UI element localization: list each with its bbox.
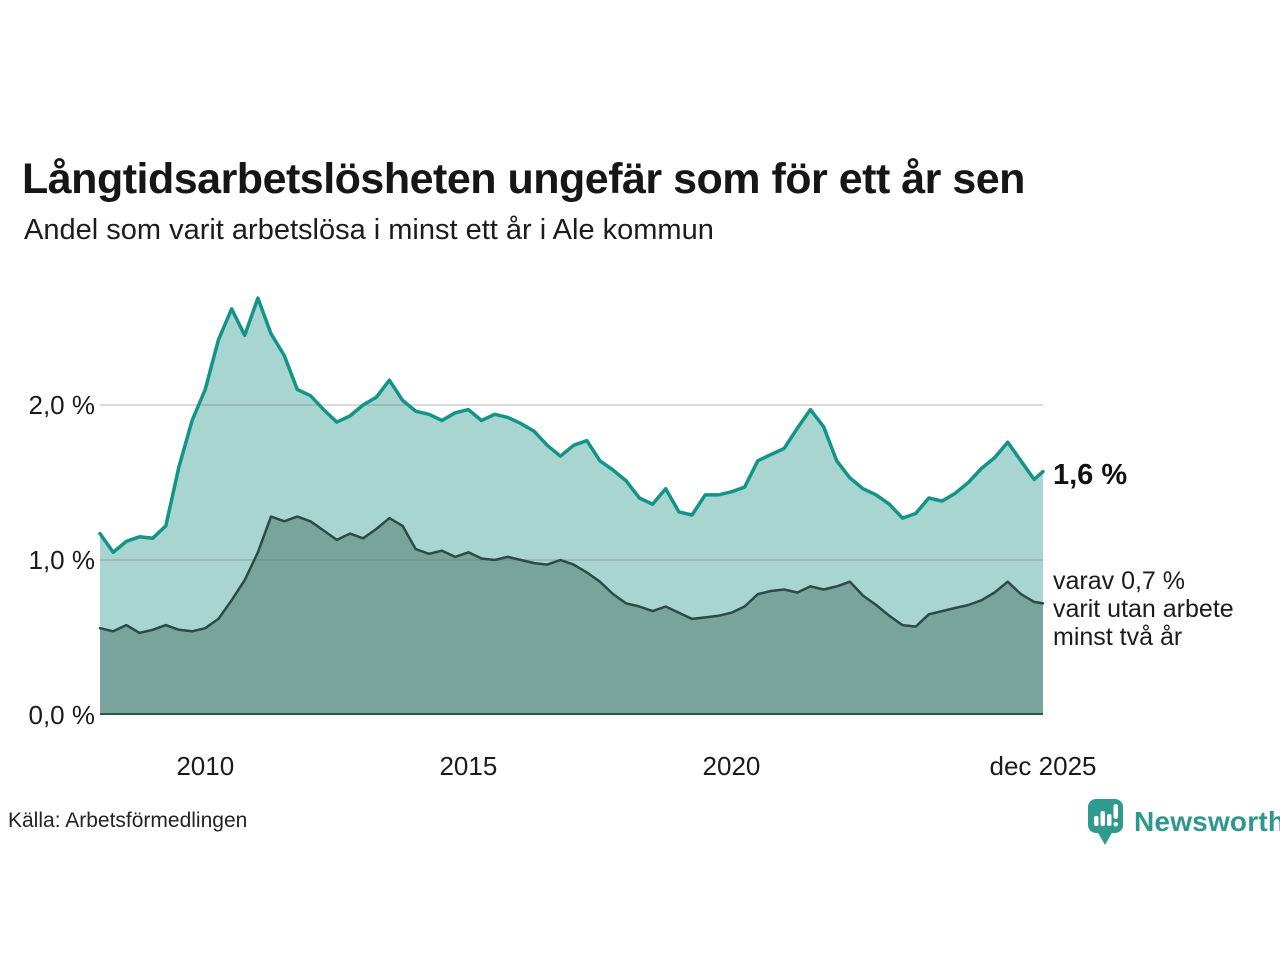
newsworthy-icon — [1088, 799, 1123, 845]
area-fills — [100, 298, 1043, 715]
x-tick-label: 2020 — [702, 751, 761, 781]
brand-name: Newsworthy — [1134, 806, 1280, 837]
series-lines — [98, 296, 1045, 635]
y-tick-label: 2,0 % — [28, 390, 96, 420]
two-year-annotation: varav 0,7 % varit utan arbete minst två … — [1053, 567, 1234, 651]
x-tick-label: 2010 — [176, 751, 235, 781]
y-tick-label: 0,0 % — [28, 700, 96, 730]
source-note: Källa: Arbetsförmedlingen — [8, 809, 248, 832]
gridlines — [100, 404, 1043, 561]
x-tick-label: dec 2025 — [989, 751, 1097, 781]
x-tick-label: 2015 — [439, 751, 498, 781]
y-tick-label: 1,0 % — [28, 545, 96, 575]
chart-subtitle: Andel som varit arbetslösa i minst ett å… — [24, 214, 714, 246]
total-end-value-label: 1,6 % — [1053, 459, 1128, 491]
newsworthy-logo: Newsworthy — [1086, 797, 1280, 847]
chart-title: Långtidsarbetslösheten ungefär som för e… — [22, 154, 1025, 203]
two-year-area — [100, 516, 1043, 715]
total-line — [98, 296, 1045, 555]
two-year-line — [98, 515, 1045, 635]
